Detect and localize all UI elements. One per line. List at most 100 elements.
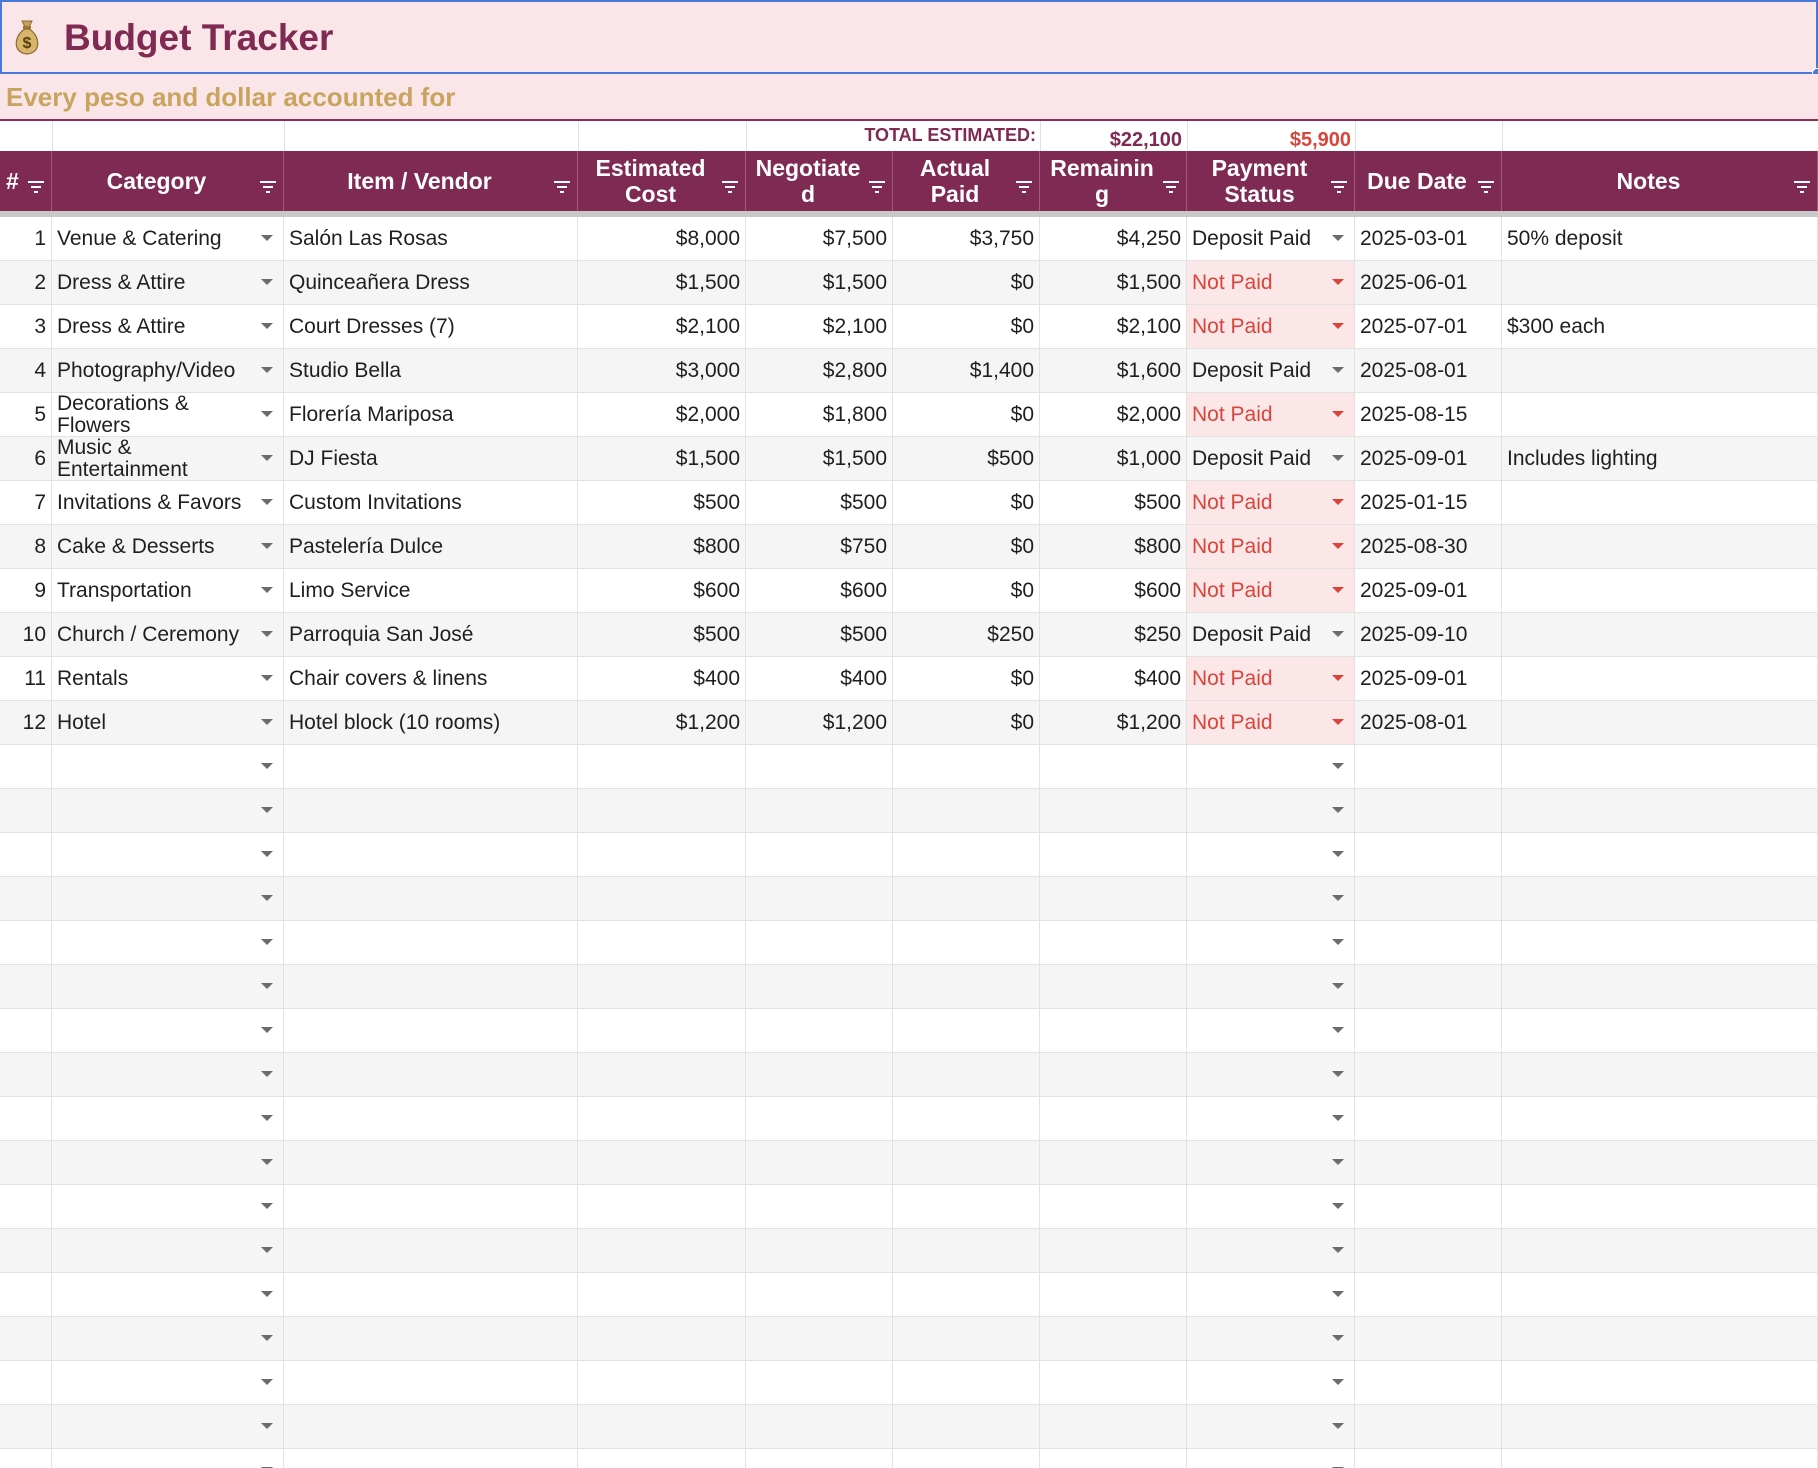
dropdown-arrow-icon[interactable] <box>1332 1027 1344 1033</box>
dropdown-arrow-icon[interactable] <box>261 1115 273 1121</box>
payment-status-cell[interactable] <box>1187 1361 1355 1404</box>
dropdown-arrow-icon[interactable] <box>1332 587 1344 593</box>
number-cell[interactable] <box>0 1185 52 1228</box>
dropdown-arrow-icon[interactable] <box>1332 1071 1344 1077</box>
payment-status-cell[interactable]: Not Paid <box>1187 525 1355 568</box>
payment-status-cell[interactable]: Deposit Paid <box>1187 217 1355 260</box>
remaining-cell[interactable] <box>1040 1097 1187 1140</box>
actual-paid-cell[interactable] <box>893 1273 1040 1316</box>
remaining-cell[interactable]: $1,600 <box>1040 349 1187 392</box>
notes-cell[interactable] <box>1502 701 1818 744</box>
estimated-cost-cell[interactable] <box>578 965 746 1008</box>
item-vendor-cell[interactable] <box>284 1229 578 1272</box>
item-vendor-cell[interactable] <box>284 833 578 876</box>
payment-status-cell[interactable] <box>1187 1185 1355 1228</box>
number-cell[interactable] <box>0 1405 52 1448</box>
category-cell[interactable] <box>52 1273 284 1316</box>
dropdown-arrow-icon[interactable] <box>1332 279 1344 285</box>
header-payment-status[interactable]: Payment Status <box>1187 151 1355 211</box>
number-cell[interactable] <box>0 789 52 832</box>
negotiated-cell[interactable] <box>746 745 893 788</box>
number-cell[interactable] <box>0 1141 52 1184</box>
estimated-cost-cell[interactable] <box>578 1053 746 1096</box>
notes-cell[interactable] <box>1502 1361 1818 1404</box>
filter-icon[interactable] <box>1330 173 1348 193</box>
actual-paid-cell[interactable] <box>893 1317 1040 1360</box>
estimated-cost-cell[interactable] <box>578 921 746 964</box>
actual-paid-cell[interactable] <box>893 1229 1040 1272</box>
due-date-cell[interactable]: 2025-03-01 <box>1355 217 1502 260</box>
actual-paid-cell[interactable] <box>893 833 1040 876</box>
dropdown-arrow-icon[interactable] <box>1332 939 1344 945</box>
actual-paid-cell[interactable]: $0 <box>893 305 1040 348</box>
number-cell[interactable]: 1 <box>0 217 52 260</box>
actual-paid-cell[interactable] <box>893 1361 1040 1404</box>
due-date-cell[interactable]: 2025-09-01 <box>1355 657 1502 700</box>
remaining-cell[interactable]: $2,000 <box>1040 393 1187 436</box>
actual-paid-cell[interactable]: $3,750 <box>893 217 1040 260</box>
payment-status-cell[interactable] <box>1187 877 1355 920</box>
dropdown-arrow-icon[interactable] <box>261 587 273 593</box>
dropdown-arrow-icon[interactable] <box>1332 1379 1344 1385</box>
filter-icon[interactable] <box>1162 173 1180 193</box>
filter-icon[interactable] <box>721 173 739 193</box>
item-vendor-cell[interactable] <box>284 1317 578 1360</box>
number-cell[interactable]: 8 <box>0 525 52 568</box>
notes-cell[interactable] <box>1502 525 1818 568</box>
number-cell[interactable] <box>0 1009 52 1052</box>
item-vendor-cell[interactable]: Parroquia San José <box>284 613 578 656</box>
payment-status-cell[interactable] <box>1187 745 1355 788</box>
estimated-cost-cell[interactable] <box>578 1097 746 1140</box>
due-date-cell[interactable] <box>1355 1449 1502 1468</box>
dropdown-arrow-icon[interactable] <box>261 367 273 373</box>
category-cell[interactable]: Rentals <box>52 657 284 700</box>
estimated-cost-cell[interactable]: $1,200 <box>578 701 746 744</box>
payment-status-cell[interactable]: Not Paid <box>1187 305 1355 348</box>
notes-cell[interactable] <box>1502 1053 1818 1096</box>
category-cell[interactable] <box>52 877 284 920</box>
remaining-cell[interactable]: $800 <box>1040 525 1187 568</box>
negotiated-cell[interactable] <box>746 965 893 1008</box>
negotiated-cell[interactable] <box>746 1317 893 1360</box>
notes-cell[interactable] <box>1502 481 1818 524</box>
notes-cell[interactable] <box>1502 1141 1818 1184</box>
number-cell[interactable]: 11 <box>0 657 52 700</box>
notes-cell[interactable] <box>1502 745 1818 788</box>
negotiated-cell[interactable]: $1,500 <box>746 261 893 304</box>
number-cell[interactable] <box>0 1361 52 1404</box>
estimated-cost-cell[interactable]: $1,500 <box>578 437 746 480</box>
negotiated-cell[interactable] <box>746 1273 893 1316</box>
item-vendor-cell[interactable]: DJ Fiesta <box>284 437 578 480</box>
number-cell[interactable] <box>0 833 52 876</box>
actual-paid-cell[interactable]: $1,400 <box>893 349 1040 392</box>
remaining-cell[interactable]: $2,100 <box>1040 305 1187 348</box>
category-cell[interactable] <box>52 921 284 964</box>
payment-status-cell[interactable] <box>1187 1405 1355 1448</box>
header-actual-paid[interactable]: Actual Paid <box>893 151 1040 211</box>
estimated-cost-cell[interactable] <box>578 1405 746 1448</box>
due-date-cell[interactable] <box>1355 1405 1502 1448</box>
header-category[interactable]: Category <box>52 151 284 211</box>
notes-cell[interactable] <box>1502 349 1818 392</box>
item-vendor-cell[interactable] <box>284 1405 578 1448</box>
negotiated-cell[interactable]: $7,500 <box>746 217 893 260</box>
dropdown-arrow-icon[interactable] <box>1332 411 1344 417</box>
dropdown-arrow-icon[interactable] <box>1332 1291 1344 1297</box>
header-item-vendor[interactable]: Item / Vendor <box>284 151 578 211</box>
item-vendor-cell[interactable]: Florería Mariposa <box>284 393 578 436</box>
actual-paid-cell[interactable]: $0 <box>893 657 1040 700</box>
dropdown-arrow-icon[interactable] <box>261 543 273 549</box>
total-estimated-value[interactable]: $22,100 <box>1109 129 1182 151</box>
due-date-cell[interactable] <box>1355 1009 1502 1052</box>
notes-cell[interactable] <box>1502 1405 1818 1448</box>
payment-status-cell[interactable] <box>1187 833 1355 876</box>
dropdown-arrow-icon[interactable] <box>1332 235 1344 241</box>
remaining-cell[interactable]: $4,250 <box>1040 217 1187 260</box>
filter-icon[interactable] <box>1477 173 1495 193</box>
dropdown-arrow-icon[interactable] <box>1332 1423 1344 1429</box>
category-cell[interactable] <box>52 1141 284 1184</box>
payment-status-cell[interactable] <box>1187 789 1355 832</box>
category-cell[interactable] <box>52 1317 284 1360</box>
actual-paid-cell[interactable]: $0 <box>893 393 1040 436</box>
payment-status-cell[interactable]: Deposit Paid <box>1187 613 1355 656</box>
